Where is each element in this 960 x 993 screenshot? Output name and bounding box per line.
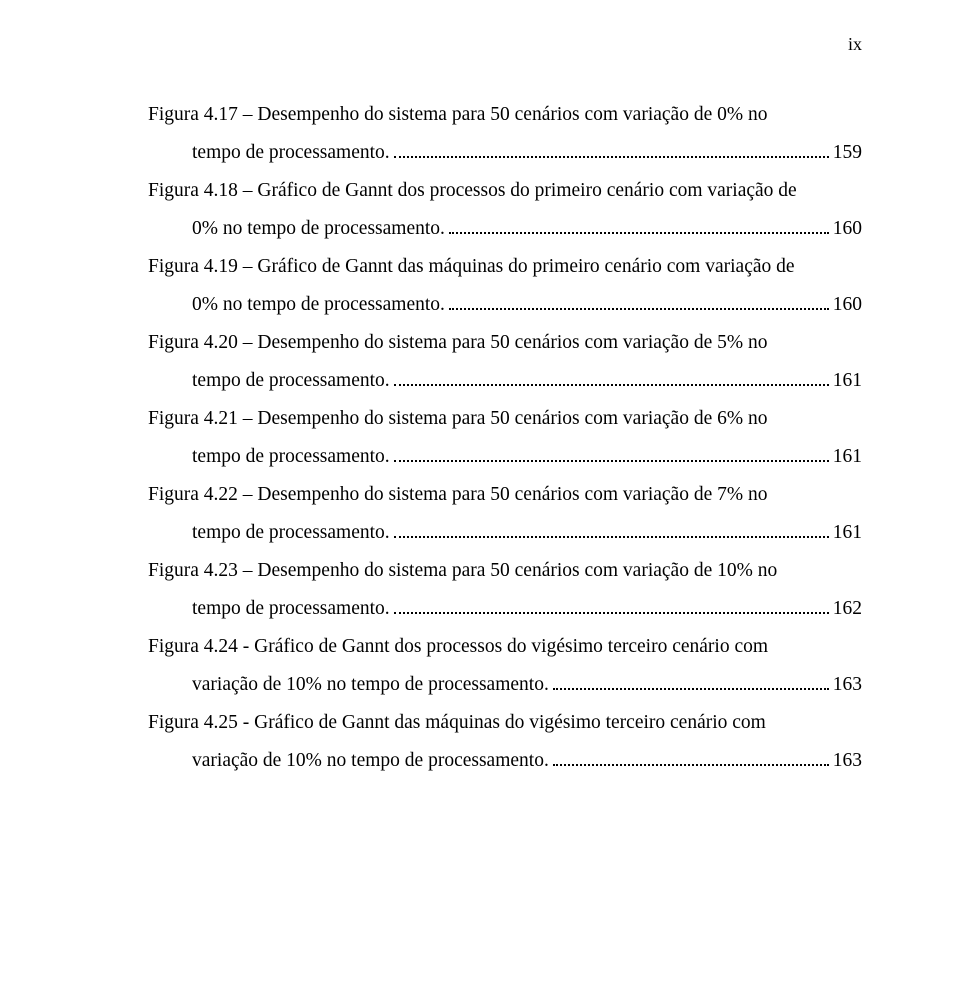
entry-tail: tempo de processamento.	[192, 590, 390, 628]
entry-tail-line: variação de 10% no tempo de processament…	[148, 742, 862, 780]
figure-entry: Figura 4.20 – Desempenho do sistema para…	[148, 324, 862, 400]
entry-lead: Figura 4.24 - Gráfico de Gannt dos proce…	[148, 628, 862, 666]
figure-entry: Figura 4.23 – Desempenho do sistema para…	[148, 552, 862, 628]
figure-entry: Figura 4.24 - Gráfico de Gannt dos proce…	[148, 628, 862, 704]
entry-lead: Figura 4.19 – Gráfico de Gannt das máqui…	[148, 248, 862, 286]
entry-lead: Figura 4.22 – Desempenho do sistema para…	[148, 476, 862, 514]
entry-tail-line: tempo de processamento. 161	[148, 514, 862, 552]
page: ix Figura 4.17 – Desempenho do sistema p…	[0, 0, 960, 993]
leader-dots	[553, 673, 829, 691]
figure-entry: Figura 4.19 – Gráfico de Gannt das máqui…	[148, 248, 862, 324]
entry-tail-line: tempo de processamento. 162	[148, 590, 862, 628]
entry-page: 162	[833, 590, 862, 628]
entry-page: 163	[833, 666, 862, 704]
page-number: ix	[848, 34, 862, 55]
figure-entry: Figura 4.18 – Gráfico de Gannt dos proce…	[148, 172, 862, 248]
leader-dots	[394, 521, 829, 539]
entry-tail: variação de 10% no tempo de processament…	[192, 742, 549, 780]
figure-entry: Figura 4.21 – Desempenho do sistema para…	[148, 400, 862, 476]
entry-tail-line: tempo de processamento. 161	[148, 438, 862, 476]
figure-entry: Figura 4.22 – Desempenho do sistema para…	[148, 476, 862, 552]
entry-page: 160	[833, 210, 862, 248]
entry-tail: tempo de processamento.	[192, 514, 390, 552]
entry-tail: tempo de processamento.	[192, 134, 390, 172]
entry-lead: Figura 4.20 – Desempenho do sistema para…	[148, 324, 862, 362]
entry-tail-line: tempo de processamento. 159	[148, 134, 862, 172]
leader-dots	[553, 749, 829, 767]
entry-page: 161	[833, 438, 862, 476]
leader-dots	[394, 597, 829, 615]
entry-tail: 0% no tempo de processamento.	[192, 286, 445, 324]
entry-lead: Figura 4.18 – Gráfico de Gannt dos proce…	[148, 172, 862, 210]
leader-dots	[394, 445, 829, 463]
entry-lead: Figura 4.17 – Desempenho do sistema para…	[148, 96, 862, 134]
entry-page: 161	[833, 514, 862, 552]
figure-entry: Figura 4.25 - Gráfico de Gannt das máqui…	[148, 704, 862, 780]
leader-dots	[394, 369, 829, 387]
entry-page: 163	[833, 742, 862, 780]
entry-tail: tempo de processamento.	[192, 362, 390, 400]
entry-lead: Figura 4.21 – Desempenho do sistema para…	[148, 400, 862, 438]
entry-page: 160	[833, 286, 862, 324]
list-of-figures: Figura 4.17 – Desempenho do sistema para…	[148, 96, 862, 780]
entry-tail: tempo de processamento.	[192, 438, 390, 476]
leader-dots	[449, 292, 829, 310]
entry-tail-line: variação de 10% no tempo de processament…	[148, 666, 862, 704]
entry-tail: variação de 10% no tempo de processament…	[192, 666, 549, 704]
entry-tail: 0% no tempo de processamento.	[192, 210, 445, 248]
figure-entry: Figura 4.17 – Desempenho do sistema para…	[148, 96, 862, 172]
leader-dots	[449, 216, 829, 234]
entry-tail-line: tempo de processamento. 161	[148, 362, 862, 400]
entry-page: 161	[833, 362, 862, 400]
entry-lead: Figura 4.25 - Gráfico de Gannt das máqui…	[148, 704, 862, 742]
leader-dots	[394, 140, 829, 158]
entry-tail-line: 0% no tempo de processamento. 160	[148, 286, 862, 324]
entry-lead: Figura 4.23 – Desempenho do sistema para…	[148, 552, 862, 590]
entry-tail-line: 0% no tempo de processamento. 160	[148, 210, 862, 248]
entry-page: 159	[833, 134, 862, 172]
